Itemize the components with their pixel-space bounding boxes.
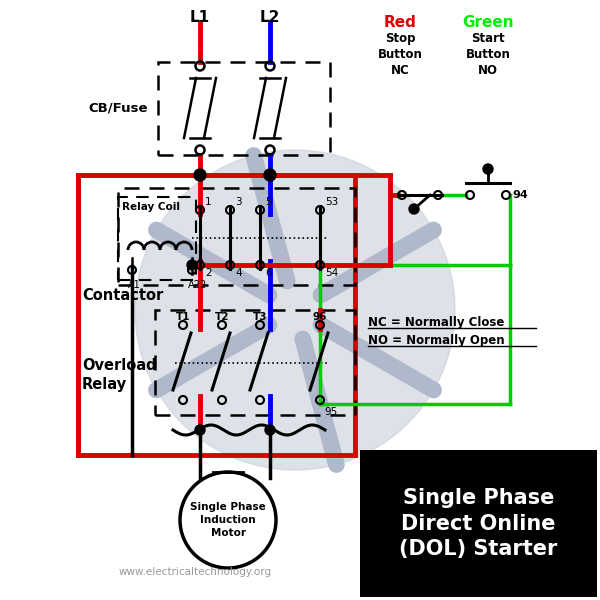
- Text: Red: Red: [383, 15, 416, 30]
- Bar: [360, 450, 597, 597]
- Bar: [78, 175, 355, 455]
- Bar: [118, 197, 196, 280]
- Text: T2: T2: [215, 312, 229, 322]
- Text: 2: 2: [199, 280, 205, 290]
- Bar: [158, 62, 330, 155]
- Bar: [155, 310, 355, 415]
- Text: T3: T3: [253, 312, 267, 322]
- Circle shape: [195, 425, 205, 435]
- Text: Single Phase
Induction
Motor: Single Phase Induction Motor: [190, 502, 266, 538]
- Text: 94: 94: [512, 190, 528, 200]
- Text: A1: A1: [128, 280, 140, 290]
- Text: NO = Normally Open: NO = Normally Open: [368, 334, 505, 347]
- Text: 6: 6: [265, 268, 272, 278]
- Circle shape: [135, 150, 455, 470]
- Text: T1: T1: [176, 312, 190, 322]
- Bar: [118, 188, 355, 285]
- Text: 2: 2: [205, 268, 212, 278]
- Circle shape: [483, 164, 493, 174]
- Circle shape: [187, 260, 197, 270]
- Text: Overload
Relay: Overload Relay: [82, 358, 157, 392]
- Circle shape: [194, 169, 206, 181]
- Text: Single Phase
Direct Online
(DOL) Starter: Single Phase Direct Online (DOL) Starter: [400, 488, 557, 559]
- Circle shape: [265, 425, 275, 435]
- Text: Stop
Button
NC: Stop Button NC: [377, 32, 422, 77]
- Text: Contactor: Contactor: [82, 287, 163, 302]
- Text: 3: 3: [235, 197, 242, 207]
- Circle shape: [264, 169, 276, 181]
- Text: L2: L2: [260, 10, 280, 25]
- Text: 54: 54: [325, 268, 338, 278]
- Text: 53: 53: [325, 197, 338, 207]
- Text: L1: L1: [190, 10, 210, 25]
- Text: www.electricaltechnology.org: www.electricaltechnology.org: [118, 567, 272, 577]
- Text: CB/Fuse: CB/Fuse: [89, 101, 148, 115]
- Text: Relay Coil: Relay Coil: [122, 202, 180, 212]
- Text: 95: 95: [324, 407, 337, 417]
- Circle shape: [409, 204, 419, 214]
- Text: NC = Normally Close: NC = Normally Close: [368, 316, 505, 329]
- Text: 1: 1: [205, 197, 212, 207]
- Text: Start
Button
NO: Start Button NO: [466, 32, 511, 77]
- Text: 5: 5: [265, 197, 272, 207]
- Text: 4: 4: [235, 268, 242, 278]
- Text: A2: A2: [188, 280, 200, 290]
- Text: Green: Green: [462, 15, 514, 30]
- Text: 96: 96: [313, 312, 327, 322]
